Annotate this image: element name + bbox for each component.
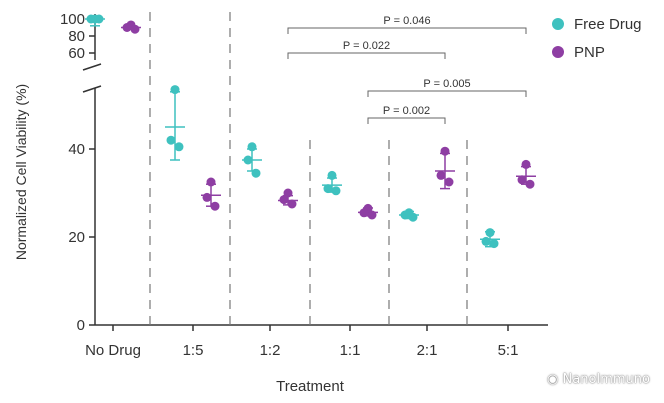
data-point (408, 212, 418, 222)
y-tick-label: 100 (60, 11, 85, 28)
x-tick-label: 1:1 (340, 342, 361, 359)
data-point (86, 14, 96, 24)
wechat-icon: ◉ (547, 372, 559, 387)
data-point (202, 192, 212, 202)
data-point (206, 177, 216, 187)
data-point (440, 146, 450, 156)
data-point (327, 170, 337, 180)
y-axis-label: Normalized Cell Viability (%) (13, 84, 29, 260)
data-point (94, 14, 104, 24)
y-tick-label: 80 (68, 28, 85, 45)
y-tick-label: 40 (68, 141, 85, 158)
x-tick-label: 5:1 (498, 342, 519, 359)
data-point (359, 208, 369, 218)
x-tick-label: No Drug (85, 342, 141, 359)
significance-bracket (367, 90, 527, 97)
y-tick-label: 20 (68, 229, 85, 246)
legend-marker (552, 46, 564, 58)
significance-bracket (367, 117, 446, 124)
data-point (367, 210, 377, 220)
data-point (517, 175, 527, 185)
p-value-label: P = 0.002 (383, 105, 430, 117)
data-point (481, 236, 491, 246)
data-point (251, 168, 261, 178)
p-value-label: P = 0.022 (343, 40, 390, 52)
y-tick-label: 60 (68, 45, 85, 62)
data-point (521, 159, 531, 169)
x-tick-label: 2:1 (417, 342, 438, 359)
significance-bracket (287, 52, 446, 59)
watermark: ◉ NanoImmuno (547, 372, 650, 387)
data-point (247, 142, 257, 152)
x-tick-label: 1:5 (183, 342, 204, 359)
axis-break-mark (82, 63, 102, 71)
data-point (283, 188, 293, 198)
data-point (525, 179, 535, 189)
p-value-label: P = 0.005 (423, 78, 470, 90)
watermark-text: NanoImmuno (562, 372, 650, 387)
legend-label: Free Drug (574, 16, 642, 33)
data-point (243, 155, 253, 165)
data-point (170, 85, 180, 95)
significance-bracket (287, 27, 527, 34)
data-point (166, 135, 176, 145)
data-point (210, 201, 220, 211)
data-point (279, 195, 289, 205)
x-tick-label: 1:2 (260, 342, 281, 359)
data-point (323, 184, 333, 194)
data-point (331, 186, 341, 196)
data-point (436, 170, 446, 180)
legend-label: PNP (574, 44, 605, 61)
data-point (485, 228, 495, 238)
data-point (122, 23, 132, 32)
data-point (444, 177, 454, 187)
p-value-label: P = 0.046 (383, 15, 430, 27)
data-point (174, 142, 184, 152)
data-point (489, 239, 499, 249)
data-point (400, 210, 410, 220)
axis-break-mark (82, 85, 102, 93)
data-point (287, 199, 297, 209)
legend-marker (552, 18, 564, 30)
y-tick-label: 0 (77, 317, 85, 334)
data-point (130, 24, 140, 34)
x-axis-label: Treatment (276, 378, 345, 395)
